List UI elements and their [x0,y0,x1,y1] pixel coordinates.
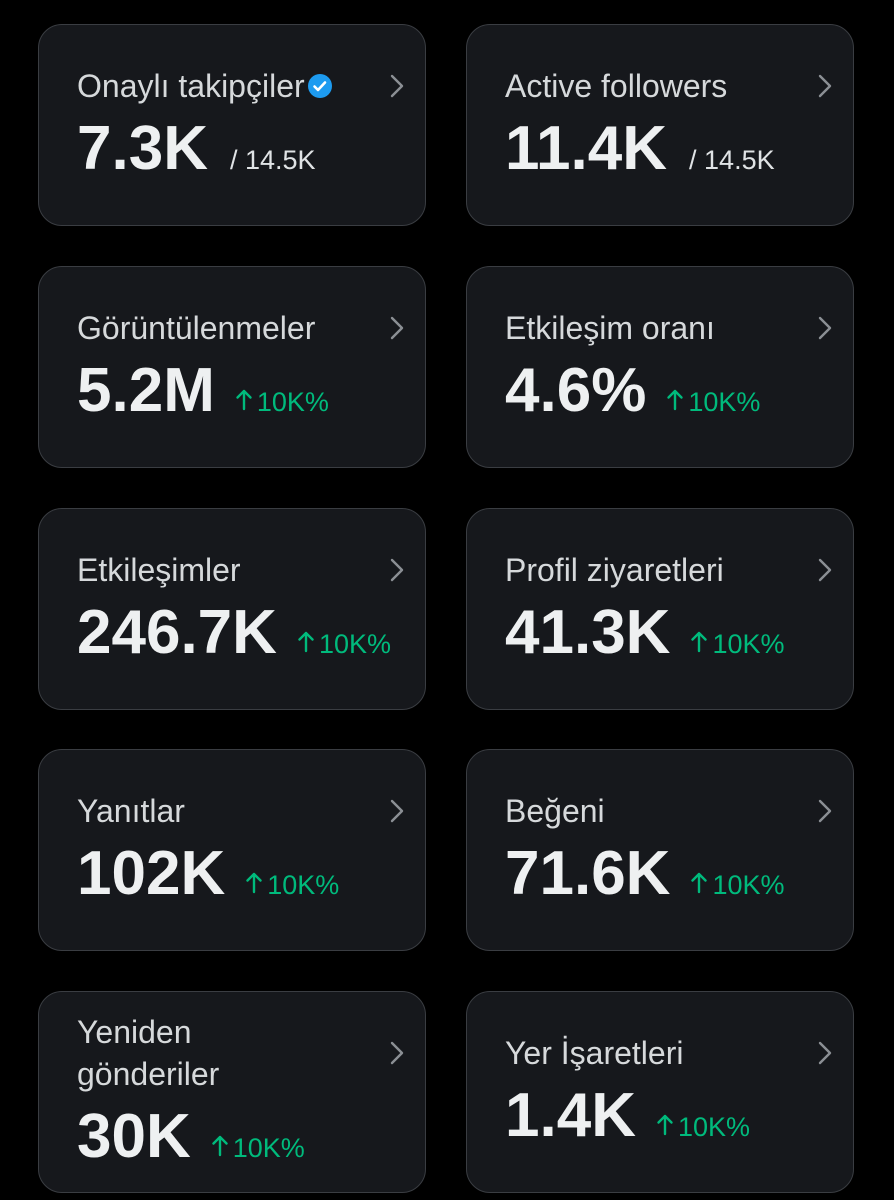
change-text: 10K% [688,387,761,417]
stat-card[interactable]: Etkileşimler 246.7K 10K% [38,508,426,710]
value-row: 246.7K 10K% [77,597,391,669]
chevron-right [818,1041,832,1065]
value-row: 1.4K 10K% [505,1080,813,1152]
metric-change: 10K% [245,870,339,901]
verified-badge [308,74,332,98]
value-row: 30K 10K% [77,1101,385,1173]
metric-change: 10K% [211,1133,305,1164]
change-text: 10K% [677,1112,751,1142]
card-header: Etkileşimler [77,549,404,591]
card-title: Yeniden gönderiler [77,1014,220,1092]
up-arrow [691,872,708,894]
metric-value: 4.6% [505,356,647,425]
metric-change: 10K% [656,1112,750,1143]
chevron-right [390,558,404,582]
card-title: Yer İşaretleri [505,1035,684,1071]
up-arrow [298,631,314,653]
metric-change: 10K% [297,629,391,660]
value-row: 41.3K 10K% [505,597,813,669]
metric-change: 10K% [666,387,760,418]
card-title: Beğeni [505,793,605,829]
change-text: 10K% [256,387,329,417]
up-arrow [691,631,708,653]
card-header: Yer İşaretleri [505,1032,832,1074]
value-row: 7.3K / 14.5K [77,113,385,185]
change-text: 10K% [712,870,785,900]
chevron-right [390,1041,404,1065]
stat-card[interactable]: Yeniden gönderiler 30K 10K% [38,991,426,1193]
metric-value: 102K [77,839,226,908]
chevron-right [818,74,832,98]
stat-card[interactable]: Onaylı takipçiler 7.3K / 14.5K [38,24,426,226]
chevron-right [818,558,832,582]
stat-card[interactable]: Yanıtlar 102K 10K% [38,749,426,951]
chevron-right [818,316,832,340]
card-header: Beğeni [505,790,832,832]
stat-card[interactable]: Görüntülenmeler 5.2M 10K% [38,266,426,468]
card-header: Active followers [505,65,832,107]
stat-card[interactable]: Active followers 11.4K / 14.5K [466,24,854,226]
chevron-right [818,799,832,823]
metric-change: 10K% [690,629,785,660]
up-arrow [212,1135,228,1157]
chevron-right [390,316,404,340]
card-header: Onaylı takipçiler [77,65,404,107]
metric-change: 10K% [690,870,785,901]
change-text: 10K% [712,629,785,659]
card-title: Onaylı takipçiler [77,68,305,104]
metric-value: 7.3K [77,114,208,183]
card-title: Etkileşim oranı [505,310,715,346]
metric-value: 11.4K [505,114,668,183]
metric-value: 41.3K [505,598,671,667]
card-header: Görüntülenmeler [77,307,404,349]
up-arrow [246,872,262,894]
card-header: Profil ziyaretleri [505,549,832,591]
metric-value: 1.4K [505,1081,636,1150]
value-row: 5.2M 10K% [77,355,385,427]
card-title: Görüntülenmeler [77,310,316,346]
metric-value: 30K [77,1102,191,1171]
change-text: 10K% [267,870,340,900]
value-row: 11.4K / 14.5K [505,113,813,185]
card-header: Yanıtlar [77,790,404,832]
metric-value: 246.7K [77,598,277,667]
card-header: Yeniden gönderiler [77,1011,404,1095]
metric-change: 10K% [235,387,329,418]
stat-card[interactable]: Yer İşaretleri 1.4K 10K% [466,991,854,1193]
stat-card[interactable]: Beğeni 71.6K 10K% [466,749,854,951]
up-arrow [657,1114,673,1136]
metric-total: / 14.5K [689,145,775,175]
card-header: Etkileşim oranı [505,307,832,349]
value-row: 71.6K 10K% [505,838,813,910]
stat-card[interactable]: Profil ziyaretleri 41.3K 10K% [466,508,854,710]
card-title: Profil ziyaretleri [505,552,724,588]
up-arrow [236,389,252,411]
metric-value: 5.2M [77,356,215,425]
chevron-right [390,799,404,823]
metric-value: 71.6K [505,839,671,908]
change-text: 10K% [318,629,391,659]
change-text: 10K% [232,1133,305,1163]
card-title: Etkileşimler [77,552,241,588]
value-row: 102K 10K% [77,838,385,910]
stat-card[interactable]: Etkileşim oranı 4.6% 10K% [466,266,854,468]
chevron-right [390,74,404,98]
value-row: 4.6% 10K% [505,355,813,427]
up-arrow [667,389,684,411]
card-title: Yanıtlar [77,793,185,829]
metric-total: / 14.5K [229,145,316,175]
card-title: Active followers [505,68,728,104]
